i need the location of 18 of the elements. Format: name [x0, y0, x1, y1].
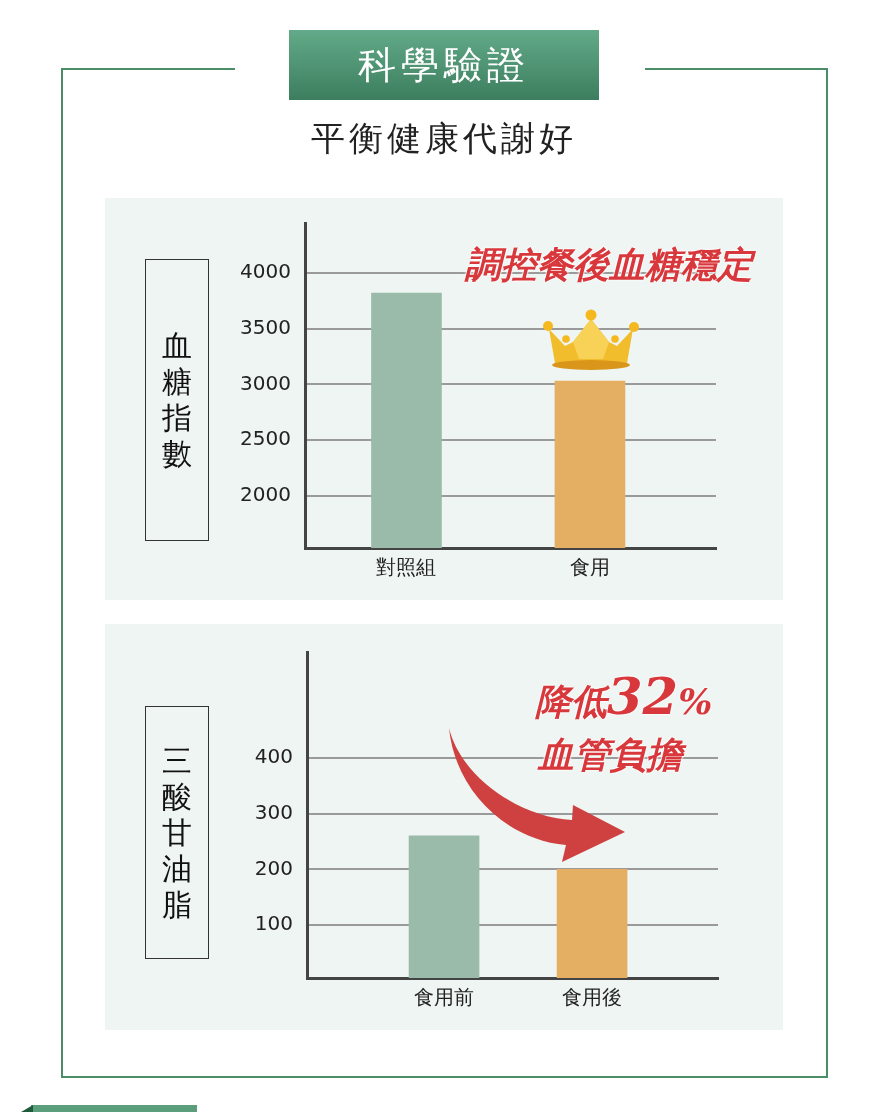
y-tick-label: 400: [254, 744, 293, 769]
x-tick-label: 食用前: [414, 985, 475, 1010]
y-tick-label: 100: [254, 911, 293, 936]
text: 平衡健康代謝好: [311, 118, 577, 158]
y-tick-label: 200: [254, 855, 293, 880]
text: 科學驗證: [358, 41, 530, 89]
x-tick-label: 食用後: [562, 985, 623, 1010]
x-tick-label: 食用: [569, 555, 610, 580]
y-axis-title: 三酸甘油脂: [161, 742, 193, 923]
y-tick-label: 3000: [240, 370, 291, 395]
y-tick-label: 4000: [240, 259, 291, 284]
y-axis-title: 血糖指數: [161, 328, 193, 472]
annotation: 降低32%: [535, 666, 713, 727]
y-tick-label: 2000: [240, 481, 291, 506]
y-tick-label: 2500: [240, 426, 291, 451]
y-tick-label: 3500: [240, 314, 291, 339]
x-tick-label: 對照組: [376, 555, 437, 580]
y-tick-label: 300: [254, 799, 293, 824]
